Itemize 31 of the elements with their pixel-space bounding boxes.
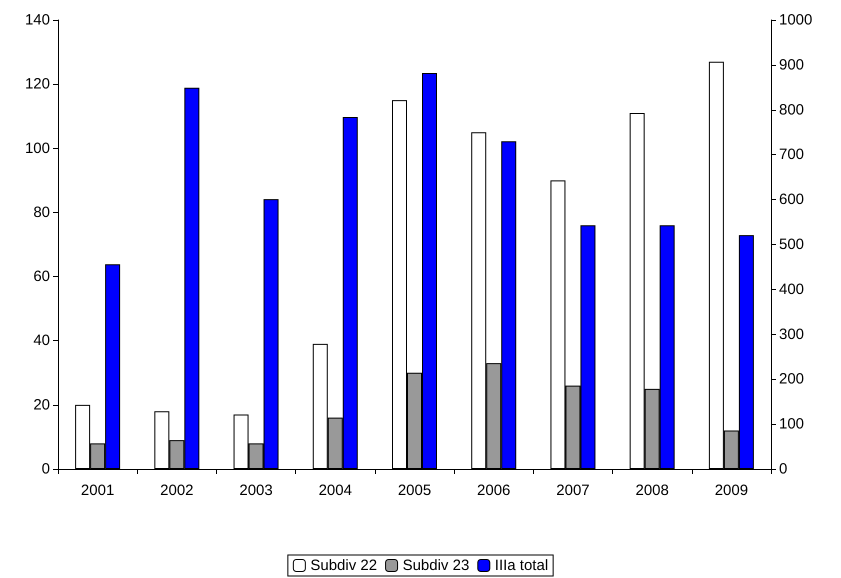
y2-tick-label: 800	[779, 101, 804, 118]
y2-tick-label: 900	[779, 56, 804, 74]
x-tick-label: 2001	[80, 482, 114, 499]
y2-tick-label: 0	[779, 460, 788, 478]
y-tick-label: 140	[24, 12, 50, 28]
x-tick-label: 2004	[318, 482, 352, 499]
x-tick-label: 2003	[239, 482, 273, 499]
x-tick-label: 2002	[160, 482, 194, 499]
legend-label: IIIa total	[494, 557, 548, 574]
y2-tick-label: 1000	[779, 12, 812, 28]
x-tick-label: 2009	[714, 482, 748, 499]
y2-tick-label: 600	[779, 191, 804, 208]
y2-tick-label: 200	[779, 370, 804, 388]
legend-label: Subdiv 23	[402, 557, 470, 574]
y2-tick-label: 100	[779, 416, 804, 433]
y-tick-label: 100	[24, 140, 50, 157]
y2-tick-label: 400	[779, 280, 804, 298]
x-tick-label: 2005	[398, 482, 432, 499]
x-tick-label: 2008	[635, 482, 669, 499]
y-tick-label: 20	[33, 396, 50, 414]
legend-label: Subdiv 22	[310, 557, 378, 574]
y-tick-label: 80	[33, 204, 50, 221]
y-tick-label: 120	[24, 76, 50, 93]
x-tick-label: 2007	[556, 482, 590, 499]
y2-tick-label: 300	[779, 326, 804, 343]
y2-tick-label: 500	[779, 236, 804, 253]
y-tick-label: 60	[33, 268, 50, 286]
y-tick-label: 0	[42, 460, 50, 478]
y2-tick-label: 700	[779, 146, 804, 164]
y-tick-label: 40	[33, 332, 50, 350]
x-tick-label: 2006	[477, 482, 510, 499]
